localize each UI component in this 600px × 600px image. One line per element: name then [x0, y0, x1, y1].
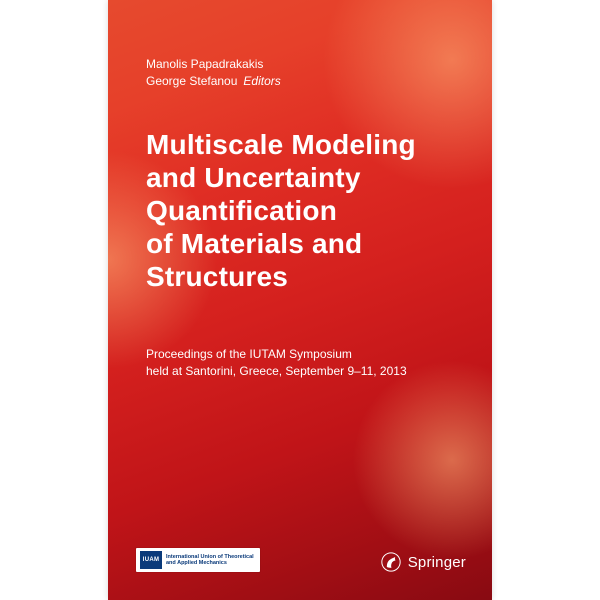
iutam-badge: IUAM International Union of Theoretical … [136, 548, 260, 572]
iutam-logo-text: IUAM [143, 557, 160, 563]
editor-name-1: Manolis Papadrakakis [146, 56, 281, 73]
title-line: of Materials and [146, 227, 464, 260]
publisher-block: Springer [381, 552, 466, 572]
springer-horse-icon [381, 552, 401, 572]
book-cover: Manolis Papadrakakis George Stefanou Edit… [108, 0, 492, 600]
book-title: Multiscale Modeling and Uncertainty Quan… [146, 128, 464, 293]
subtitle-line: Proceedings of the IUTAM Symposium [146, 346, 452, 363]
editor-name-2: George Stefanou [146, 74, 237, 88]
title-line: and Uncertainty [146, 161, 464, 194]
subtitle-line: held at Santorini, Greece, September 9–1… [146, 363, 452, 380]
editors-role: Editors [243, 74, 280, 88]
publisher-name: Springer [408, 554, 466, 571]
title-line: Quantification [146, 194, 464, 227]
page: Manolis Papadrakakis George Stefanou Edit… [0, 0, 600, 600]
glow-decoration [352, 360, 492, 560]
iutam-logo-icon: IUAM [140, 551, 162, 569]
iutam-label: International Union of Theoretical and A… [166, 554, 254, 566]
iutam-label-line: and Applied Mechanics [166, 560, 254, 566]
book-subtitle: Proceedings of the IUTAM Symposium held … [146, 346, 452, 381]
title-line: Structures [146, 260, 464, 293]
editor-line-2: George Stefanou Editors [146, 73, 281, 90]
title-line: Multiscale Modeling [146, 128, 464, 161]
editors-block: Manolis Papadrakakis George Stefanou Edit… [146, 56, 281, 91]
